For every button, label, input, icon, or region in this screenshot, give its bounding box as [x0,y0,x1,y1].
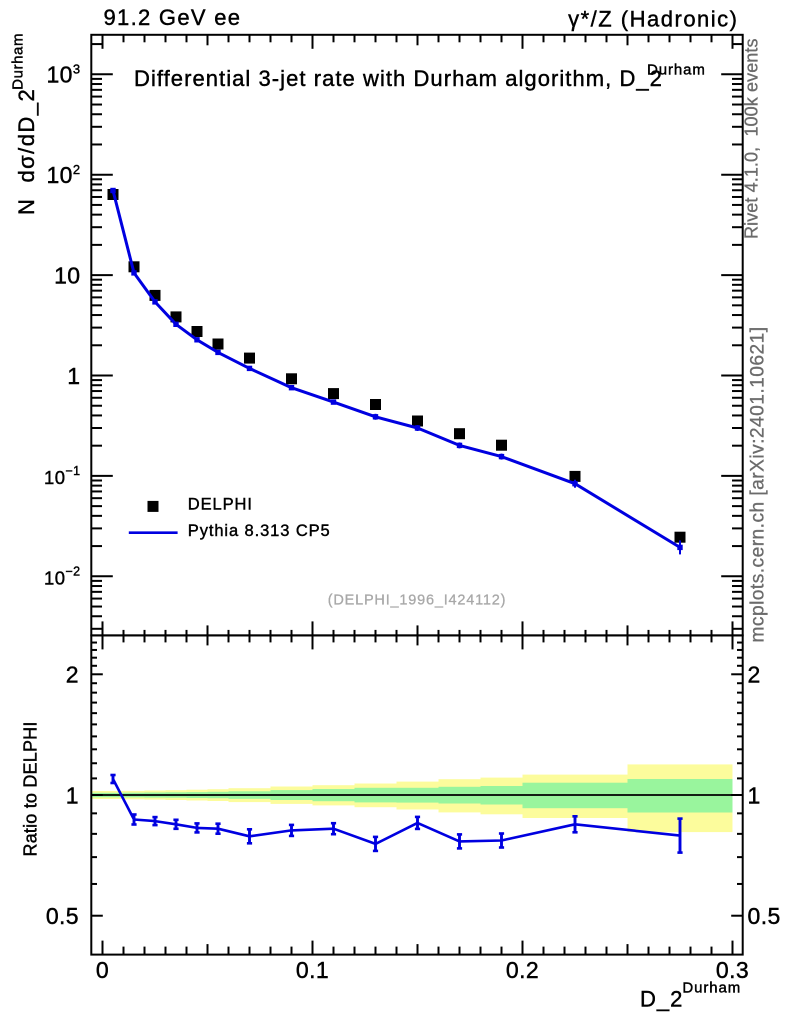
svg-text:DELPHI: DELPHI [188,496,253,514]
svg-text:Differential 3-jet rate with D: Differential 3-jet rate with Durham algo… [134,62,706,92]
svg-text:0.1: 0.1 [296,957,329,983]
svg-text:0.2: 0.2 [506,957,539,983]
svg-text:10−1: 10−1 [44,464,80,488]
svg-text:mcplots.cern.ch [arXiv:2401.10: mcplots.cern.ch [arXiv:2401.10621] [748,326,769,642]
svg-text:2: 2 [66,662,79,688]
svg-text:(DELPHI_1996_I424112): (DELPHI_1996_I424112) [328,593,507,609]
svg-text:Rivet 4.1.0, 100k events: Rivet 4.1.0, 100k events [742,38,762,239]
svg-text:1: 1 [67,363,80,389]
svg-text:0.5: 0.5 [748,903,781,929]
svg-text:0.5: 0.5 [46,903,79,929]
svg-text:91.2 GeV ee: 91.2 GeV ee [104,5,242,30]
svg-text:103: 103 [46,61,80,87]
svg-text:γ*/Z (Hadronic): γ*/Z (Hadronic) [568,7,738,32]
svg-text:10: 10 [54,263,80,289]
svg-text:N dσ/dD_2Durham: N dσ/dD_2Durham [10,33,40,215]
svg-text:1: 1 [66,782,79,808]
svg-text:2: 2 [748,662,761,688]
svg-text:10−2: 10−2 [44,565,80,589]
svg-text:102: 102 [46,162,80,188]
svg-text:D_2Durham: D_2Durham [640,979,741,1011]
svg-text:1: 1 [748,782,761,808]
svg-text:Pythia 8.313 CP5: Pythia 8.313 CP5 [188,522,331,540]
svg-text:0.3: 0.3 [716,957,749,983]
svg-text:Ratio to DELPHI: Ratio to DELPHI [21,721,41,856]
svg-text:0: 0 [96,957,109,983]
